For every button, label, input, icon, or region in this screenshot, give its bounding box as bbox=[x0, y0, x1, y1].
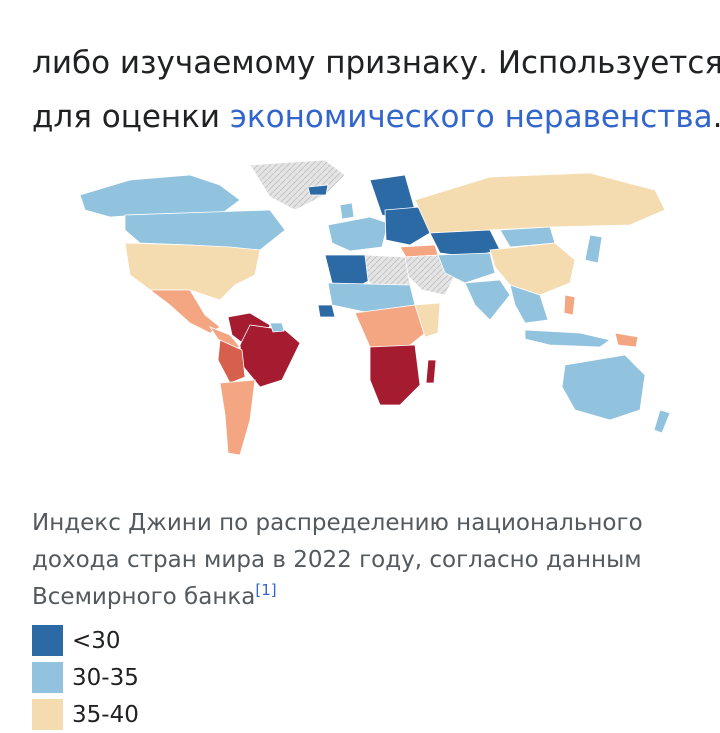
region-east-africa bbox=[414, 302, 441, 338]
article-line-3-prefix: для оценки bbox=[32, 99, 230, 135]
article-line-1 bbox=[32, 0, 712, 36]
legend-swatch-35-40 bbox=[32, 699, 63, 730]
legend-swatch-30-35 bbox=[32, 662, 63, 693]
region-guyana bbox=[269, 322, 285, 333]
region-greenland bbox=[249, 159, 346, 211]
region-png bbox=[614, 332, 639, 348]
economic-inequality-link[interactable]: экономического неравенства bbox=[229, 99, 713, 135]
article-line-3: для оценки экономического неравенства. bbox=[32, 90, 720, 144]
region-iran-central-asia bbox=[437, 252, 496, 284]
region-iceland bbox=[307, 184, 329, 196]
legend-label-lt30: <30 bbox=[72, 627, 121, 654]
region-argentina-chile bbox=[219, 379, 256, 456]
region-usa bbox=[124, 242, 261, 301]
region-india bbox=[464, 279, 511, 321]
region-southeast-asia bbox=[509, 284, 549, 324]
region-central-africa bbox=[354, 304, 426, 354]
region-china bbox=[489, 242, 576, 296]
region-brazil bbox=[239, 324, 301, 388]
article-line-2: либо изучаемому признаку. Используется bbox=[32, 45, 720, 81]
map-legend: <30 30-35 35-40 bbox=[32, 622, 332, 733]
article-text: либо изучаемому признаку. Используется д… bbox=[32, 0, 720, 144]
region-new-zealand bbox=[653, 409, 671, 434]
legend-label-30-35: 30-35 bbox=[72, 664, 139, 691]
reference-link-1[interactable]: [1] bbox=[255, 581, 277, 599]
region-australia bbox=[561, 354, 646, 421]
legend-swatch-lt30 bbox=[32, 625, 63, 656]
world-map bbox=[79, 159, 671, 456]
legend-item-lt30: <30 bbox=[32, 622, 332, 659]
region-southern-africa bbox=[369, 344, 421, 406]
region-philippines bbox=[563, 294, 576, 316]
legend-item-30-35: 30-35 bbox=[32, 659, 332, 696]
region-west-europe bbox=[327, 216, 389, 252]
article-line-3-suffix: . bbox=[713, 99, 720, 135]
region-japan bbox=[584, 234, 603, 264]
region-east-europe bbox=[384, 206, 431, 246]
legend-item-35-40: 35-40 bbox=[32, 696, 332, 733]
legend-label-35-40: 35-40 bbox=[72, 701, 139, 728]
region-madagascar bbox=[425, 359, 437, 384]
region-west-africa-coast bbox=[317, 304, 336, 318]
region-indonesia bbox=[524, 329, 611, 348]
region-peru-bolivia bbox=[217, 339, 246, 384]
figure-caption-text: Индекс Джини по распределению национальн… bbox=[32, 510, 643, 610]
world-map-figure[interactable] bbox=[70, 155, 680, 465]
region-uk bbox=[339, 202, 355, 220]
figure-caption: Индекс Джини по распределению национальн… bbox=[32, 505, 692, 616]
region-russia bbox=[414, 172, 666, 234]
region-alaska-canada-north bbox=[79, 174, 241, 218]
